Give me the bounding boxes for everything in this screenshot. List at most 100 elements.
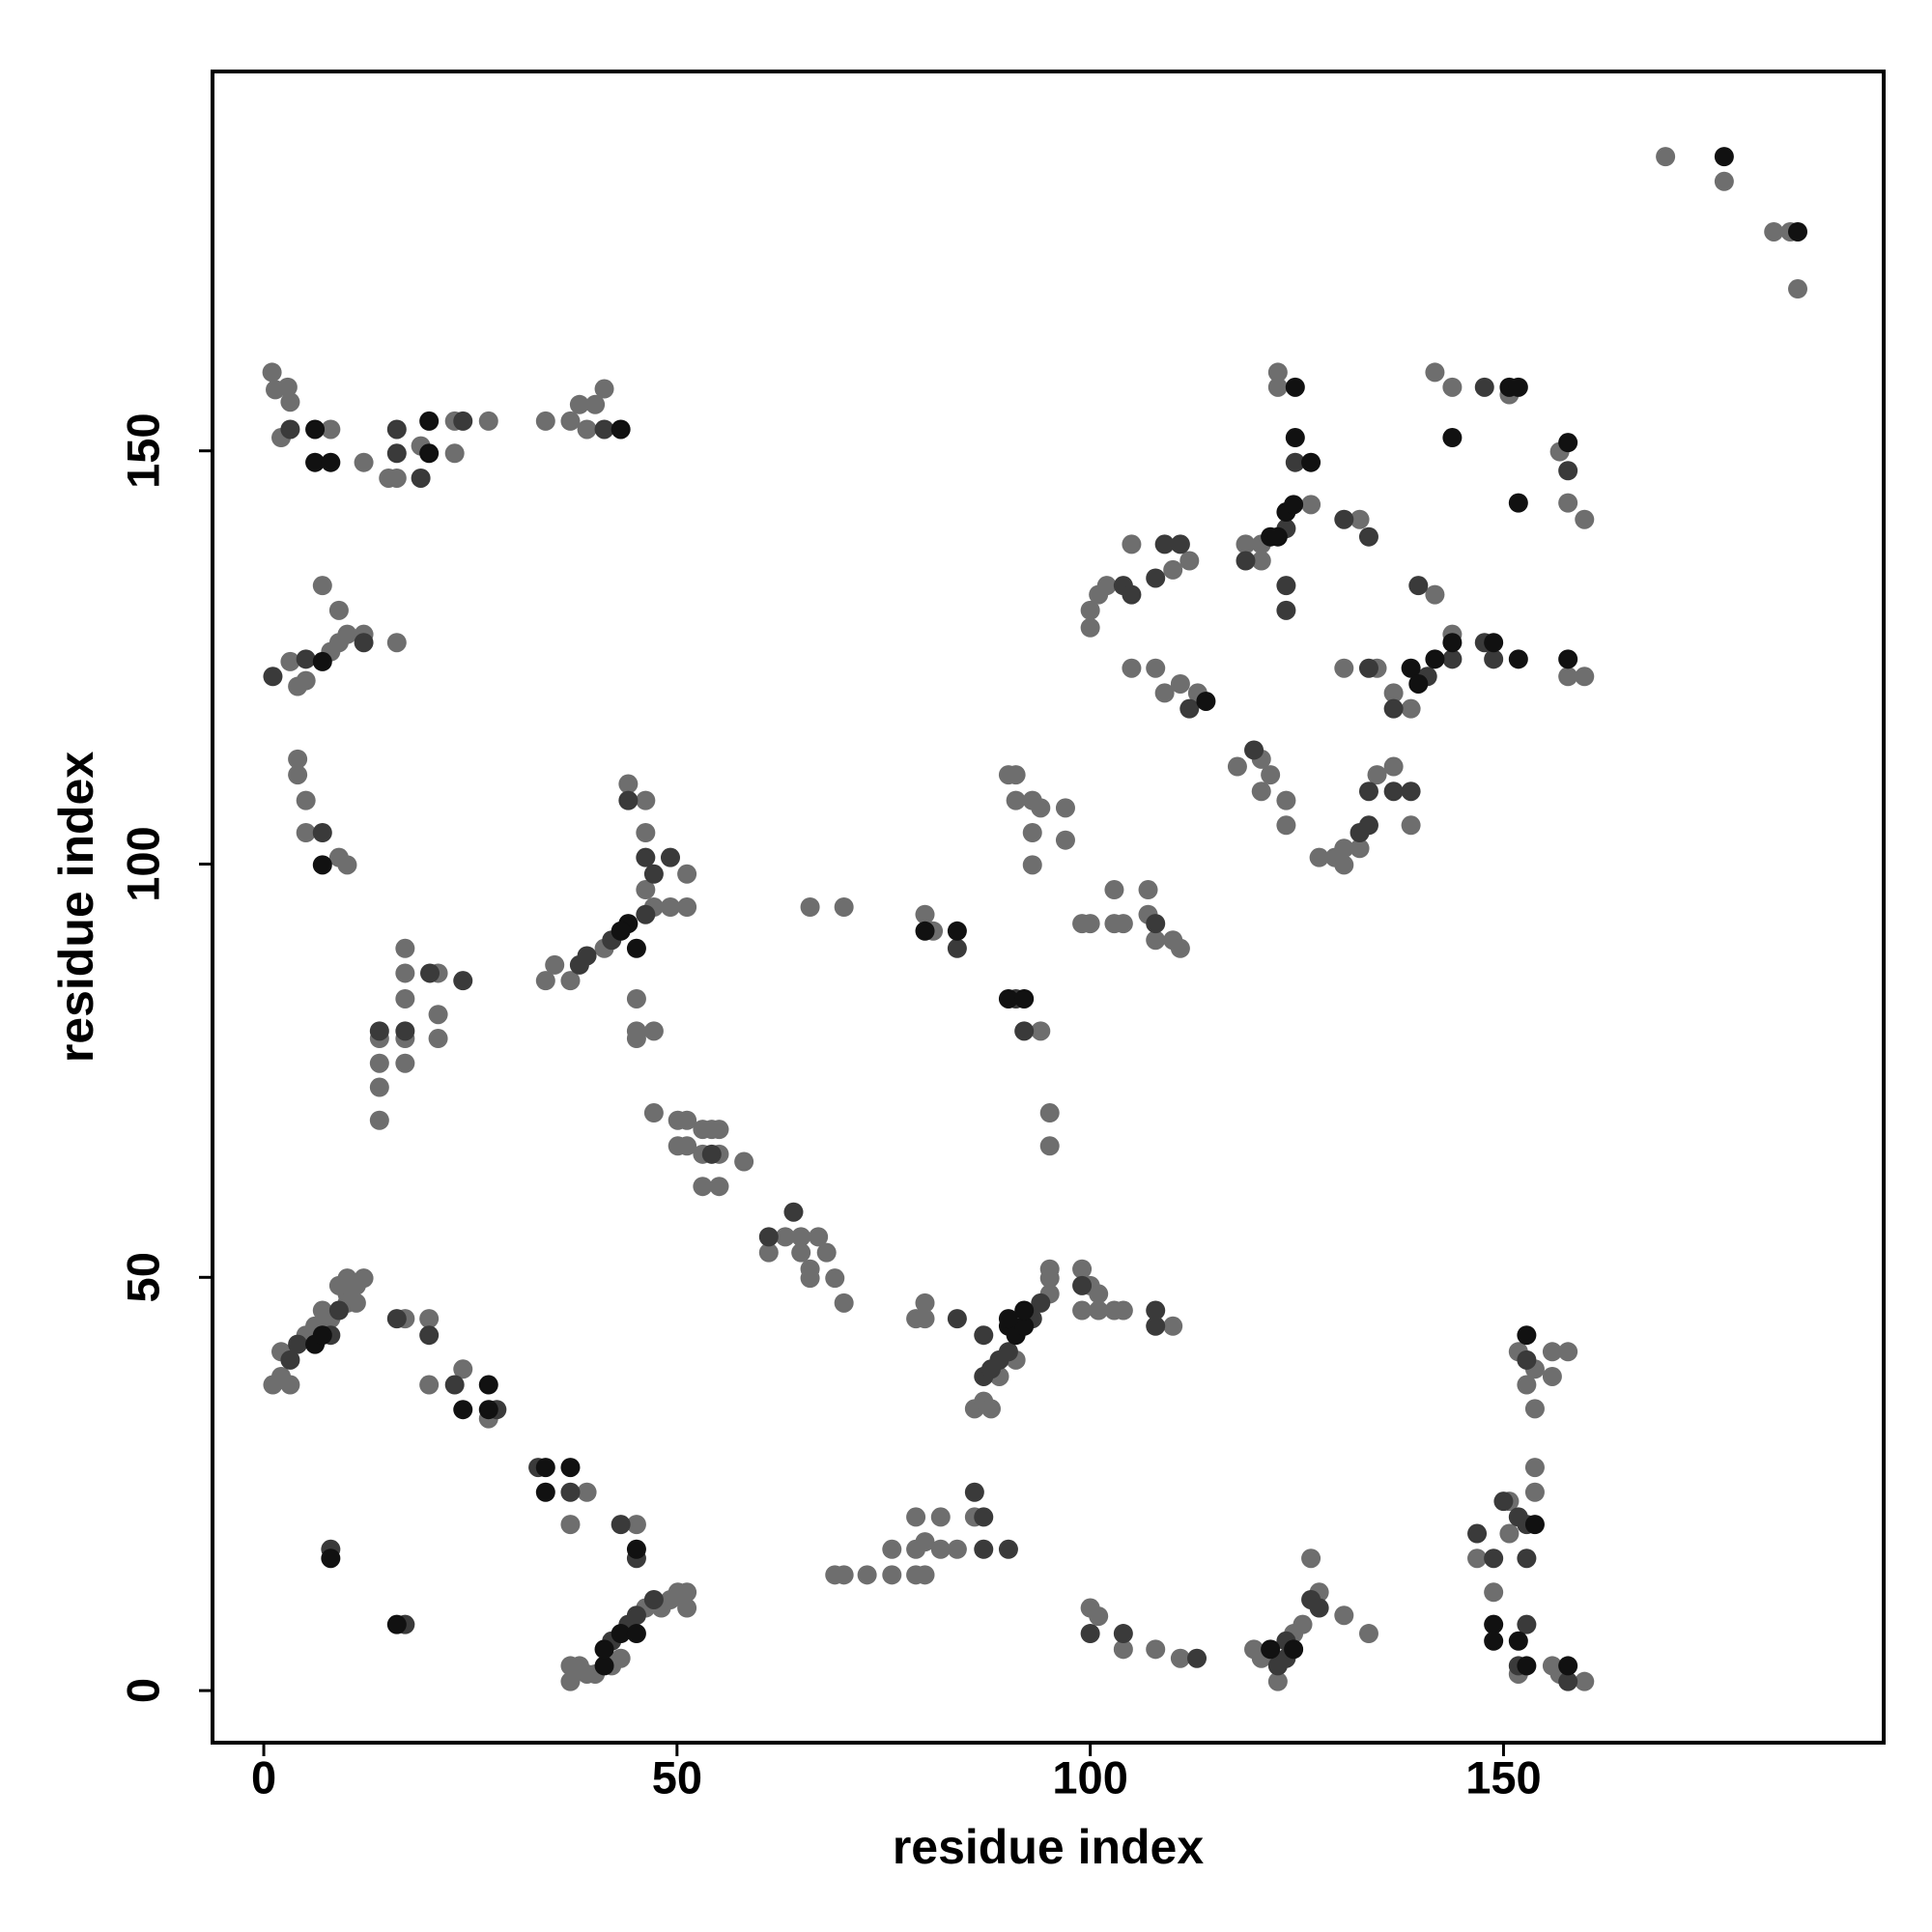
- point: [626, 1029, 646, 1049]
- point: [636, 904, 656, 924]
- point: [1575, 667, 1595, 687]
- point: [577, 1482, 597, 1502]
- point: [1484, 1582, 1504, 1603]
- point: [1089, 1606, 1109, 1627]
- point: [1334, 838, 1354, 859]
- point: [395, 1053, 415, 1073]
- point: [1467, 1523, 1488, 1544]
- point: [560, 1515, 581, 1535]
- point: [1055, 830, 1075, 850]
- point: [1508, 493, 1528, 513]
- point: [328, 600, 349, 620]
- point: [419, 1325, 440, 1346]
- point: [660, 897, 680, 917]
- point: [906, 1309, 926, 1329]
- point: [816, 1242, 837, 1263]
- point: [262, 362, 282, 383]
- point: [1524, 1515, 1545, 1535]
- point: [1508, 1631, 1528, 1651]
- point: [428, 1029, 448, 1049]
- point: [1467, 1548, 1488, 1569]
- point: [998, 988, 1018, 1009]
- point: [288, 1334, 308, 1354]
- x-tick-label: 0: [251, 1751, 276, 1803]
- point: [611, 921, 631, 941]
- point: [577, 419, 597, 440]
- point: [419, 1309, 440, 1329]
- point: [783, 1202, 804, 1222]
- point: [1154, 683, 1175, 703]
- point: [998, 1539, 1018, 1559]
- point: [296, 649, 316, 669]
- point: [1350, 838, 1370, 859]
- point: [1138, 880, 1158, 900]
- point: [1425, 649, 1445, 669]
- point: [288, 749, 308, 769]
- point: [1031, 1293, 1051, 1313]
- point: [1408, 576, 1429, 596]
- point: [535, 411, 555, 431]
- point: [1401, 698, 1421, 719]
- point: [1146, 1639, 1166, 1660]
- point: [535, 1482, 555, 1502]
- point: [1170, 938, 1190, 958]
- point: [280, 1375, 300, 1395]
- point: [312, 651, 332, 671]
- point: [1080, 600, 1100, 620]
- point: [560, 1482, 581, 1502]
- point: [1122, 658, 1142, 678]
- y-tick-label: 0: [117, 1678, 168, 1703]
- point: [1517, 1325, 1537, 1346]
- x-tick-label: 50: [652, 1751, 702, 1803]
- point: [1080, 617, 1100, 638]
- point: [947, 1539, 967, 1559]
- point: [775, 1227, 795, 1247]
- point: [834, 897, 854, 917]
- point: [395, 988, 415, 1009]
- point: [1484, 649, 1504, 669]
- point: [1096, 576, 1117, 596]
- point: [369, 1077, 389, 1097]
- point: [915, 1565, 935, 1585]
- point: [369, 1021, 389, 1041]
- point: [312, 1325, 332, 1346]
- point: [1014, 988, 1035, 1009]
- point: [560, 971, 581, 991]
- point: [560, 411, 581, 431]
- point: [1517, 1614, 1537, 1634]
- point: [395, 963, 415, 983]
- point: [618, 790, 639, 810]
- point: [1113, 1639, 1133, 1660]
- point: [312, 1300, 332, 1321]
- point: [369, 1053, 389, 1073]
- point: [1113, 1624, 1133, 1644]
- point: [321, 452, 341, 472]
- point: [1309, 847, 1329, 867]
- point: [677, 864, 697, 884]
- point: [1474, 377, 1494, 397]
- point: [1163, 559, 1183, 580]
- point: [395, 1021, 415, 1041]
- point: [660, 847, 680, 867]
- point: [1383, 683, 1404, 703]
- point: [1006, 765, 1026, 785]
- point: [626, 1624, 646, 1644]
- point: [577, 1663, 597, 1684]
- point: [1442, 633, 1463, 653]
- point: [626, 988, 646, 1009]
- point: [930, 1539, 951, 1559]
- point: [1493, 1492, 1514, 1512]
- point: [915, 921, 935, 941]
- point: [1146, 658, 1166, 678]
- point: [1285, 428, 1305, 448]
- point: [834, 1293, 854, 1313]
- point: [1179, 698, 1200, 719]
- point: [277, 377, 298, 397]
- point: [677, 1110, 697, 1130]
- point: [1285, 452, 1305, 472]
- point: [800, 1268, 820, 1289]
- point: [428, 1005, 448, 1025]
- point: [1334, 855, 1354, 875]
- point: [980, 1399, 1001, 1419]
- point: [1244, 740, 1264, 760]
